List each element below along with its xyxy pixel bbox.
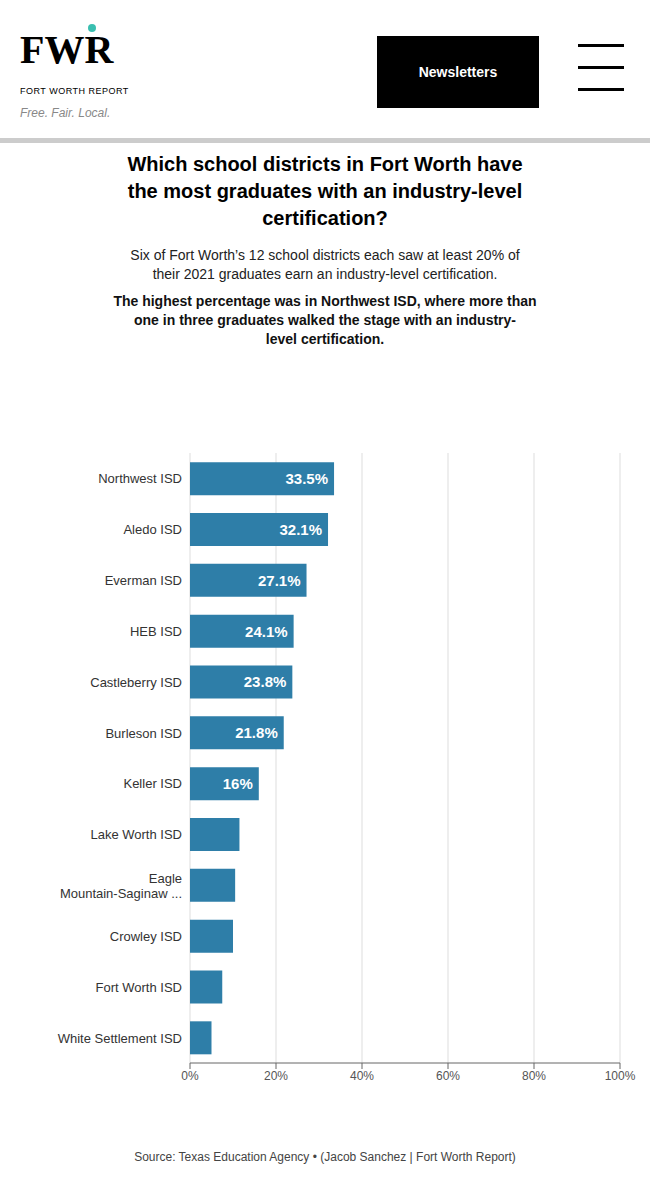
- svg-text:60%: 60%: [436, 1069, 460, 1083]
- html-text:FORT WORTH REPORT: FORT WORTH REPORT: [20, 86, 129, 96]
- svg-text:Castleberry ISD: Castleberry ISD: [90, 674, 182, 689]
- svg-text:0%: 0%: [181, 1069, 199, 1083]
- svg-text:21.8%: 21.8%: [235, 724, 278, 741]
- svg-text:24.1%: 24.1%: [245, 623, 288, 640]
- svg-text:20%: 20%: [264, 1069, 288, 1083]
- svg-text:Lake Worth ISD: Lake Worth ISD: [90, 827, 182, 842]
- svg-text:40%: 40%: [350, 1069, 374, 1083]
- svg-text:32.1%: 32.1%: [279, 521, 322, 538]
- html-text:Free. Fair. Local.: Free. Fair. Local.: [20, 106, 111, 120]
- svg-text:Northwest ISD: Northwest ISD: [98, 471, 182, 486]
- html-text:Which school districts in Fort: Which school districts in Fort Worth hav…: [127, 153, 523, 229]
- svg-text:Everman ISD: Everman ISD: [105, 573, 182, 588]
- svg-text:80%: 80%: [522, 1069, 546, 1083]
- html-text:The highest percentage was in: The highest percentage was in Northwest …: [113, 292, 537, 347]
- svg-text:Keller ISD: Keller ISD: [123, 776, 182, 791]
- svg-text:23.8%: 23.8%: [244, 673, 287, 690]
- svg-text:EagleMountain-Saginaw ...: EagleMountain-Saginaw ...: [60, 870, 182, 900]
- svg-text:Fort Worth ISD: Fort Worth ISD: [96, 979, 182, 994]
- svg-text:Burleson ISD: Burleson ISD: [105, 725, 182, 740]
- svg-text:Aledo ISD: Aledo ISD: [123, 522, 182, 537]
- html-text:Six of Fort Worth’s 12 school: Six of Fort Worth’s 12 school districts …: [130, 247, 520, 282]
- svg-text:White Settlement ISD: White Settlement ISD: [58, 1030, 182, 1045]
- svg-text:27.1%: 27.1%: [258, 572, 301, 589]
- html-text:FWR: FWR: [20, 27, 114, 72]
- html-text:Source: Texas Education Agency: Source: Texas Education Agency • (Jacob …: [134, 1150, 516, 1164]
- svg-text:33.5%: 33.5%: [286, 470, 329, 487]
- svg-text:16%: 16%: [223, 775, 253, 792]
- svg-text:HEB ISD: HEB ISD: [130, 623, 182, 638]
- svg-text:Crowley ISD: Crowley ISD: [110, 928, 182, 943]
- svg-text:100%: 100%: [605, 1069, 636, 1083]
- html-text:Newsletters: Newsletters: [418, 64, 498, 80]
